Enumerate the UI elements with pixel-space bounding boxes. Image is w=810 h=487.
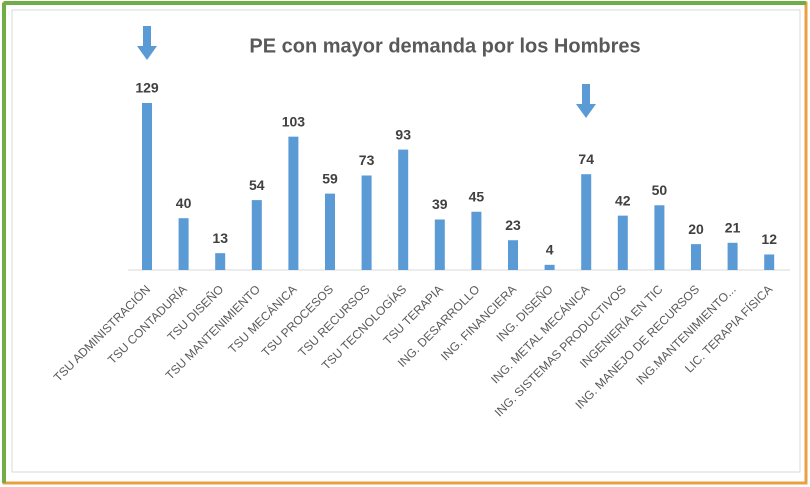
- bar: [142, 103, 152, 270]
- data-label: 42: [615, 192, 631, 208]
- data-label: 93: [395, 126, 411, 142]
- arrow-icon: [137, 26, 157, 60]
- data-label: 21: [725, 220, 741, 236]
- data-label: 73: [359, 152, 375, 168]
- bar: [325, 193, 335, 270]
- chart-title: PE con mayor demanda por los Hombres: [249, 35, 640, 57]
- bar: [288, 136, 299, 270]
- data-label: 74: [578, 151, 594, 167]
- data-label: 59: [322, 170, 338, 186]
- data-label: 45: [469, 188, 485, 204]
- data-label: 50: [652, 182, 668, 198]
- arrow-icon: [576, 84, 596, 118]
- bar: [398, 149, 409, 270]
- bar: [434, 219, 445, 270]
- bar: [215, 253, 226, 270]
- data-label: 103: [282, 113, 306, 129]
- data-label: 4: [546, 242, 554, 258]
- bar: [691, 244, 701, 270]
- bar: [544, 264, 555, 270]
- bar: [251, 200, 262, 270]
- data-label: 20: [688, 221, 704, 237]
- chart-area: [11, 9, 801, 473]
- bar: [654, 205, 665, 270]
- bar: [508, 240, 518, 270]
- bar: [361, 175, 372, 270]
- data-label: 40: [176, 195, 192, 211]
- bar: [581, 174, 592, 270]
- data-label: 39: [432, 196, 448, 212]
- data-label: 23: [505, 217, 521, 233]
- bar: [764, 254, 775, 270]
- data-label: 54: [249, 177, 265, 193]
- data-label: 129: [135, 80, 159, 96]
- data-label: 13: [212, 230, 228, 246]
- bar: [727, 242, 738, 270]
- bar: [617, 215, 628, 270]
- bar: [178, 218, 189, 270]
- data-label: 12: [761, 231, 777, 247]
- bar: [471, 211, 482, 270]
